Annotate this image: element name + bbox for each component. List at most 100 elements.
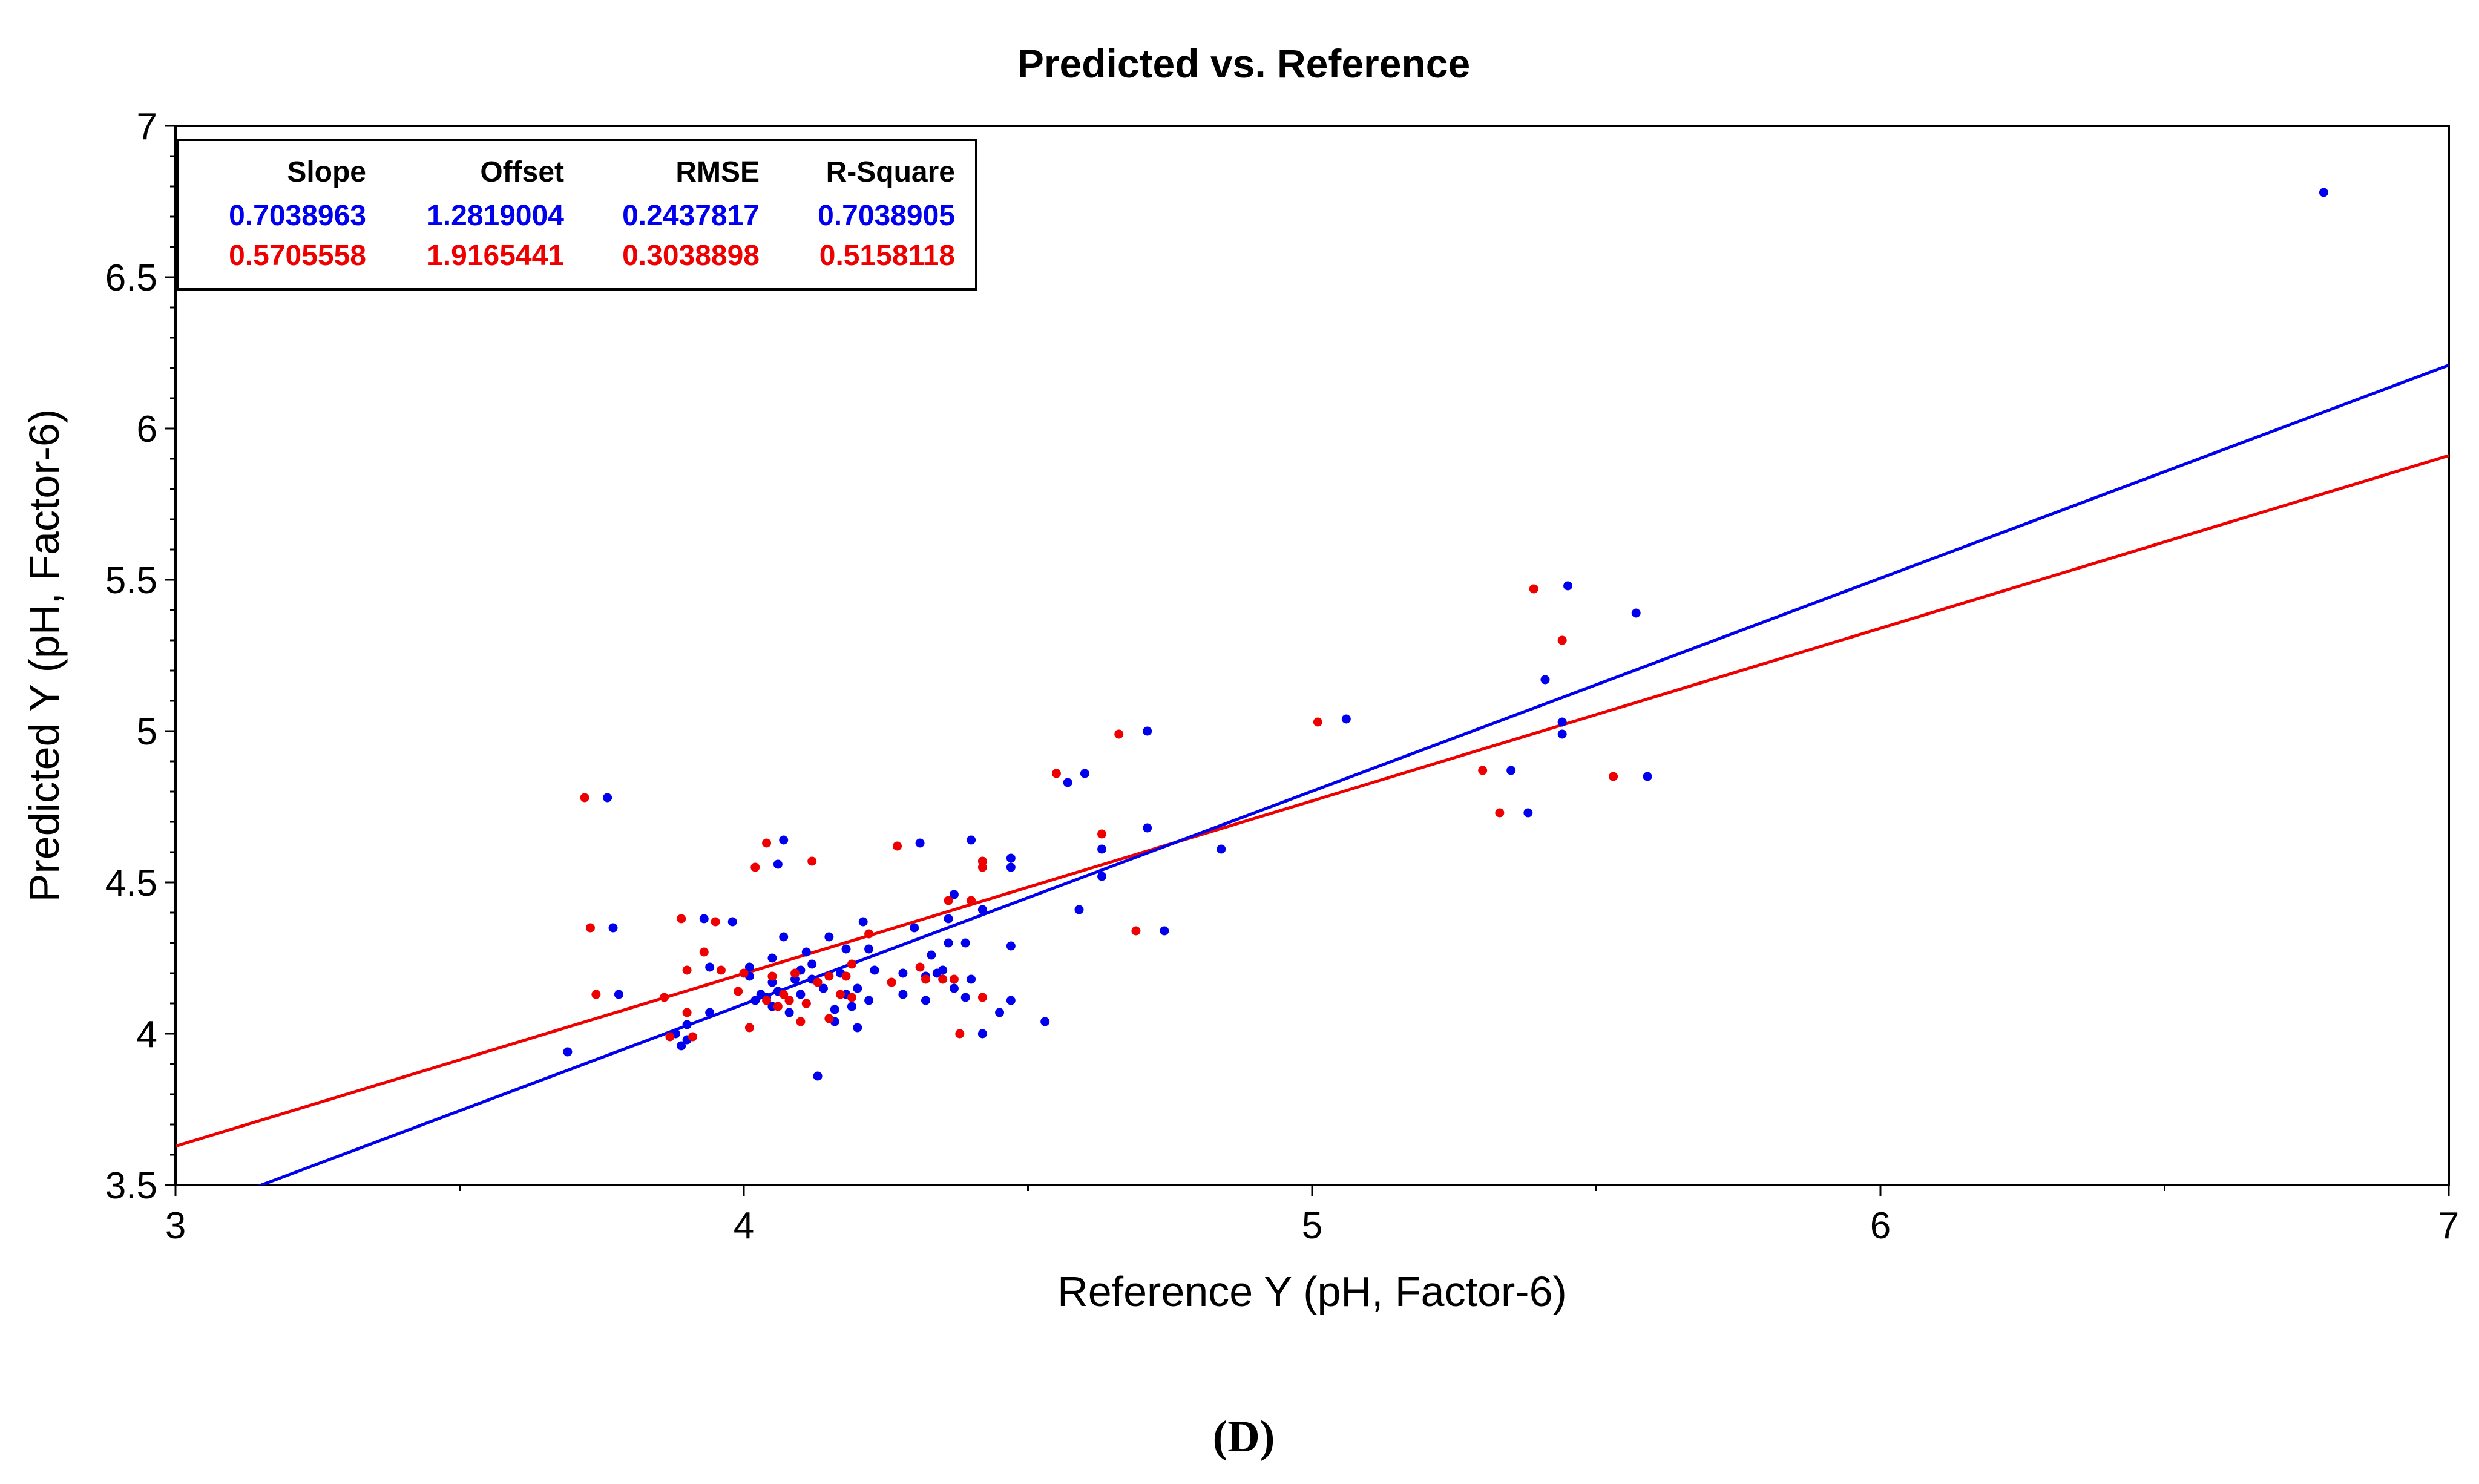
legend-validation-rmse: 0.3038898	[622, 240, 760, 272]
data-points	[563, 188, 2328, 1081]
data-point-validation	[938, 974, 948, 984]
data-point-calibration	[949, 890, 959, 899]
data-point-validation	[801, 999, 811, 1008]
legend-header-slope: Slope	[287, 156, 366, 188]
data-point-calibration	[960, 938, 970, 948]
data-point-calibration	[2319, 188, 2328, 197]
data-point-calibration	[682, 1020, 692, 1029]
data-point-calibration	[1074, 905, 1084, 914]
data-point-validation	[1114, 729, 1124, 739]
data-point-validation	[773, 1002, 783, 1011]
data-point-calibration	[705, 962, 715, 972]
data-point-validation	[967, 896, 976, 905]
data-point-calibration	[915, 838, 925, 848]
data-point-validation	[1478, 766, 1488, 775]
data-point-validation	[847, 959, 856, 969]
data-point-calibration	[858, 917, 868, 927]
data-point-calibration	[677, 1041, 686, 1051]
data-point-calibration	[727, 917, 737, 927]
data-point-calibration	[813, 1071, 823, 1081]
data-point-validation	[841, 971, 851, 981]
data-point-validation	[796, 1017, 806, 1026]
data-point-calibration	[1341, 714, 1351, 724]
y-tick-label: 4.5	[105, 862, 157, 904]
data-point-calibration	[944, 938, 953, 948]
data-point-validation	[762, 838, 772, 848]
data-point-calibration	[1523, 808, 1533, 818]
x-axis-label: Reference Y (pH, Factor-6)	[1057, 1268, 1567, 1315]
legend-validation-r-square: 0.5158118	[819, 240, 955, 272]
data-point-validation	[977, 993, 987, 1002]
data-point-calibration	[767, 953, 777, 963]
data-point-calibration	[1006, 996, 1016, 1005]
data-point-validation	[1131, 926, 1141, 936]
data-point-validation	[790, 968, 800, 978]
data-point-validation	[585, 923, 595, 933]
data-point-calibration	[977, 905, 987, 914]
data-point-calibration	[949, 983, 959, 993]
data-point-calibration	[705, 1008, 715, 1017]
data-point-calibration	[927, 950, 936, 960]
data-point-validation	[677, 914, 686, 924]
data-point-validation	[665, 1032, 675, 1042]
data-point-calibration	[870, 965, 879, 975]
x-tick-label: 3	[165, 1205, 186, 1247]
data-point-validation	[682, 1008, 692, 1017]
data-point-validation	[739, 968, 749, 978]
legend-validation-offset: 1.9165441	[427, 240, 564, 272]
data-point-calibration	[1040, 1017, 1050, 1026]
data-point-calibration	[1006, 862, 1016, 872]
data-point-validation	[847, 993, 856, 1002]
data-point-calibration	[779, 932, 789, 942]
y-tick-label: 5.5	[105, 560, 157, 602]
legend-box: Slope Offset RMSE R-Square 0.7038963 1.2…	[176, 139, 977, 291]
data-point-validation	[779, 990, 789, 999]
data-point-validation	[580, 793, 589, 803]
fit-lines	[176, 364, 2449, 1185]
legend-calibration-offset: 1.2819004	[427, 200, 564, 232]
data-point-calibration	[796, 990, 806, 999]
data-point-validation	[977, 862, 987, 872]
data-point-validation	[688, 1032, 697, 1042]
data-point-validation	[955, 1029, 965, 1039]
legend-header-offset: Offset	[480, 156, 564, 188]
data-point-calibration	[1080, 769, 1089, 778]
data-point-calibration	[1557, 717, 1567, 727]
data-point-calibration	[699, 914, 709, 924]
legend-header-rmse: RMSE	[675, 156, 760, 188]
data-point-calibration	[977, 1029, 987, 1039]
data-point-calibration	[1506, 766, 1516, 775]
data-point-calibration	[864, 996, 874, 1005]
data-point-calibration	[784, 1008, 794, 1017]
data-point-validation	[682, 965, 692, 975]
data-point-calibration	[563, 1047, 573, 1057]
data-point-calibration	[1006, 941, 1016, 951]
axis-ticks: 3 4 5 6 7 3.5 4 4.5 5 5.5 6 6.5 7	[105, 106, 2459, 1247]
data-point-calibration	[967, 974, 976, 984]
data-point-calibration	[744, 962, 754, 972]
data-point-calibration	[1631, 608, 1641, 618]
data-point-validation	[591, 990, 601, 999]
data-point-calibration	[898, 968, 908, 978]
x-tick-label: 4	[734, 1205, 754, 1247]
legend-header-r-square: R-Square	[826, 156, 955, 188]
data-point-validation	[1529, 584, 1538, 594]
data-point-validation	[1495, 808, 1505, 818]
data-point-calibration	[898, 990, 908, 999]
data-point-validation	[734, 987, 743, 996]
data-point-validation	[1557, 635, 1567, 645]
data-point-calibration	[614, 990, 623, 999]
data-point-calibration	[967, 835, 976, 845]
data-point-calibration	[830, 1005, 839, 1014]
legend-validation-slope: 0.5705558	[229, 240, 366, 272]
data-point-validation	[744, 1023, 754, 1033]
data-point-validation	[824, 1014, 834, 1023]
data-point-validation	[711, 917, 720, 927]
data-point-calibration	[1006, 853, 1016, 863]
x-tick-label: 5	[1302, 1205, 1322, 1247]
data-point-calibration	[1563, 581, 1573, 591]
data-point-calibration	[1143, 823, 1152, 833]
data-point-calibration	[824, 932, 834, 942]
data-point-validation	[807, 856, 817, 866]
data-point-calibration	[1097, 844, 1107, 854]
